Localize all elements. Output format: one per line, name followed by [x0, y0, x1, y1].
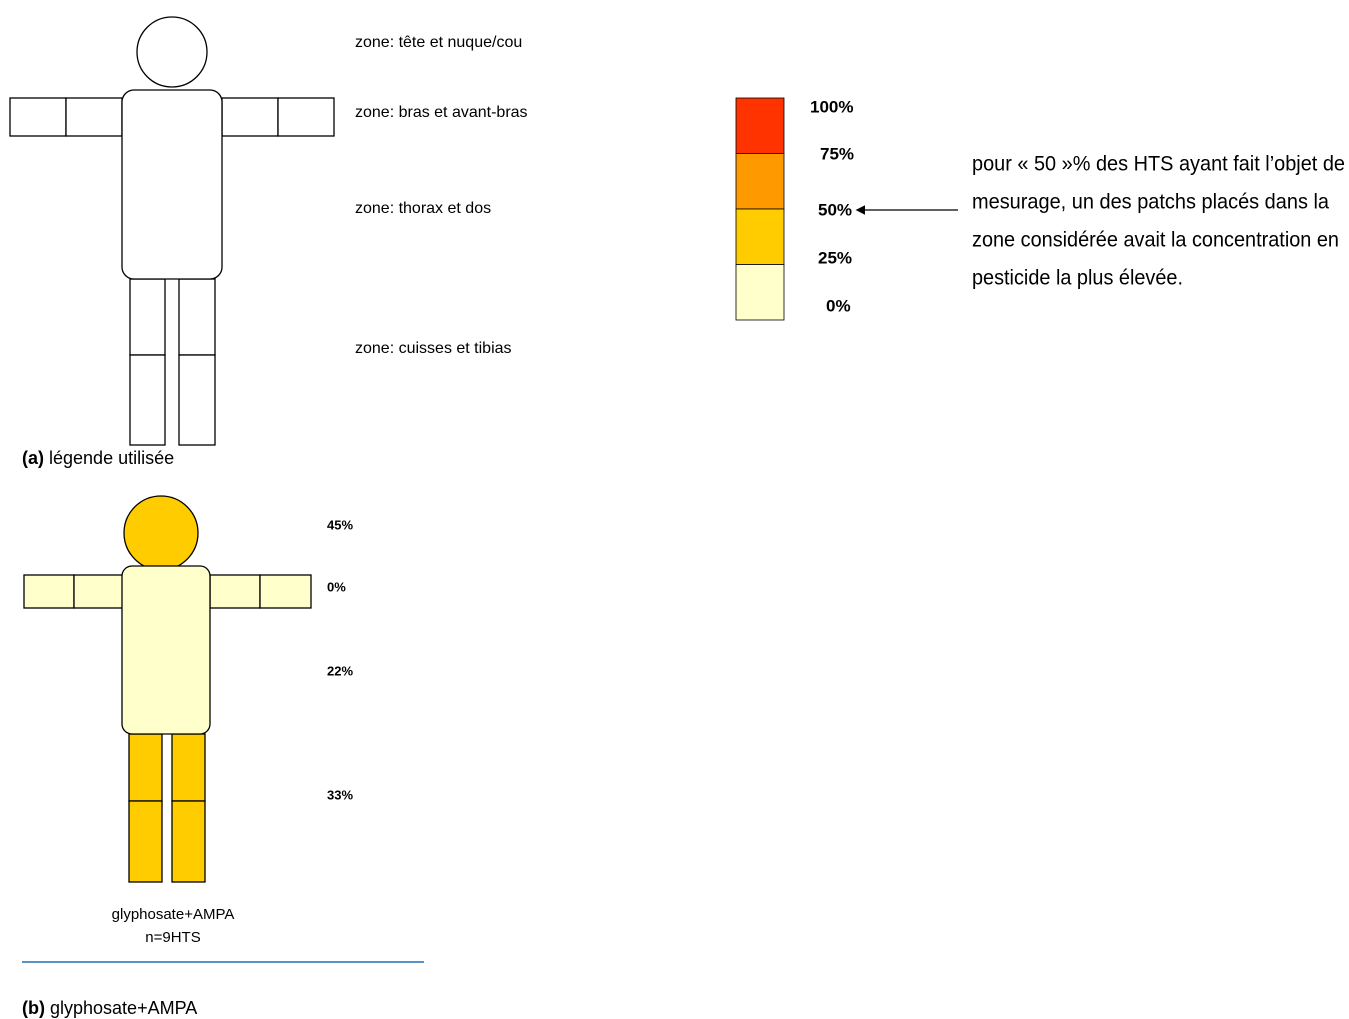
- arm: [73, 574, 125, 609]
- leg: [128, 733, 163, 802]
- arm: [9, 97, 67, 137]
- zone-value: 45%: [327, 517, 353, 532]
- leg: [171, 800, 206, 883]
- leg: [178, 354, 216, 446]
- scale-swatch: [735, 264, 785, 321]
- zone-value: 0%: [327, 579, 346, 594]
- leg: [128, 800, 163, 883]
- zone-label: zone: thorax et dos: [355, 200, 491, 217]
- color-scale: 100% 75% 50% 25% 0%: [735, 97, 854, 321]
- leg: [171, 733, 206, 802]
- annotation: zone considérée avait la concentration e…: [972, 229, 1339, 252]
- zone-label: zone: cuisses et tibias: [355, 340, 512, 357]
- scale-swatch: [735, 208, 785, 265]
- leg: [129, 354, 166, 446]
- caption-tag: (a): [22, 448, 44, 468]
- arm: [221, 97, 279, 137]
- annotation: pour « 50 »% des HTS ayant fait l’objet …: [972, 153, 1345, 176]
- sample-size: n=9HTS: [145, 929, 200, 946]
- caption: (b) glyphosate+AMPA: [22, 998, 197, 1018]
- scale-swatch: [735, 153, 785, 210]
- scale-label: 25%: [818, 248, 852, 267]
- head: [136, 16, 208, 88]
- arm: [65, 97, 123, 137]
- arm: [209, 574, 261, 609]
- torso: [121, 565, 211, 735]
- zone-value: 22%: [327, 663, 353, 678]
- scale-swatch: [735, 97, 785, 154]
- head: [123, 495, 199, 571]
- legend-body: [9, 16, 335, 446]
- caption-text: glyphosate+AMPA: [50, 998, 197, 1018]
- scale-label: 75%: [820, 144, 854, 163]
- zone-value: 33%: [327, 787, 353, 802]
- arm: [259, 574, 312, 609]
- caption: (a) légende utilisée: [22, 448, 174, 468]
- arm: [23, 574, 75, 609]
- zone-label: zone: bras et avant-bras: [355, 104, 528, 121]
- scale-label: 100%: [810, 97, 853, 116]
- leg: [178, 278, 216, 356]
- caption-text: légende utilisée: [49, 448, 174, 468]
- annotation: mesurage, un des patchs placés dans la: [972, 191, 1329, 214]
- substance-name: glyphosate+AMPA: [112, 906, 235, 923]
- scale-label: 50%: [818, 200, 852, 219]
- annotation: pesticide la plus élevée.: [972, 267, 1183, 290]
- leg: [129, 278, 166, 356]
- result-body: [23, 495, 312, 883]
- caption-tag: (b): [22, 998, 45, 1018]
- scale-label: 0%: [826, 296, 851, 315]
- zone-label: zone: tête et nuque/cou: [355, 34, 522, 51]
- torso: [121, 89, 223, 280]
- arm: [277, 97, 335, 137]
